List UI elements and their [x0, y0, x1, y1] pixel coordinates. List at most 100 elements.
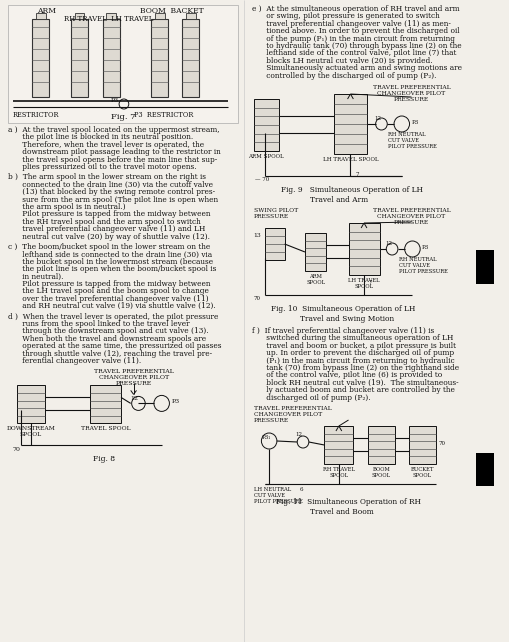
Text: tank (70) from bypass line (2) on the righthand side: tank (70) from bypass line (2) on the ri…: [251, 364, 458, 372]
Bar: [71, 19, 88, 97]
Text: b )  The arm spool in the lower stream on the right is: b ) The arm spool in the lower stream on…: [8, 173, 205, 182]
Text: Therefore, when the travel lever is operated, the: Therefore, when the travel lever is oper…: [8, 141, 204, 149]
Bar: [185, 13, 195, 19]
Text: 7: 7: [368, 280, 372, 285]
Text: Pilot pressure is tapped from the midway between: Pilot pressure is tapped from the midway…: [8, 211, 210, 218]
Text: or swing, pilot pressure is generated to switch: or swing, pilot pressure is generated to…: [251, 12, 439, 21]
Text: RH TRAVEL  LH TRAVEL: RH TRAVEL LH TRAVEL: [64, 15, 153, 23]
Text: 70: 70: [438, 441, 445, 446]
Text: the LH travel spool and the boom spool to change: the LH travel spool and the boom spool t…: [8, 288, 208, 295]
Text: c )  The boom/bucket spool in the lower stream on the: c ) The boom/bucket spool in the lower s…: [8, 243, 210, 251]
Text: travel preferential changeover valve (11) and LH: travel preferential changeover valve (11…: [8, 225, 205, 233]
Text: Fig. 7: Fig. 7: [110, 113, 135, 121]
Text: 12: 12: [130, 396, 138, 401]
Text: the RH travel spool and the arm spool to switch: the RH travel spool and the arm spool to…: [8, 218, 200, 226]
Bar: [182, 19, 199, 97]
Text: TRAVEL PREFERENTIAL
CHANGEOVER PILOT
PRESSURE: TRAVEL PREFERENTIAL CHANGEOVER PILOT PRE…: [94, 369, 173, 386]
Text: travel preferential changeover valve (11) as men-: travel preferential changeover valve (11…: [251, 20, 450, 28]
Text: TRAVEL PREFERENTIAL
CHANGEOVER PILOT
PRESSURE: TRAVEL PREFERENTIAL CHANGEOVER PILOT PRE…: [372, 208, 449, 225]
Text: 70: 70: [253, 296, 260, 301]
Text: plies pressurized oil to the travel motor opens.: plies pressurized oil to the travel moto…: [8, 163, 196, 171]
Text: tioned above. In order to prevent the discharged oil: tioned above. In order to prevent the di…: [251, 27, 459, 35]
Text: 13: 13: [253, 233, 261, 238]
Text: lefthand side is connected to the drain line (30) via: lefthand side is connected to the drain …: [8, 250, 211, 258]
Text: e )  At the simultaneous operation of RH travel and arm: e ) At the simultaneous operation of RH …: [251, 5, 459, 13]
Bar: [32, 19, 49, 97]
Text: ARM SPOOL: ARM SPOOL: [248, 154, 284, 159]
Text: operated at the same time, the pressurized oil passes: operated at the same time, the pressuriz…: [8, 342, 221, 350]
Bar: [265, 228, 284, 260]
Text: Fig. 11  Simultaneous Operation of RH: Fig. 11 Simultaneous Operation of RH: [275, 498, 420, 506]
Bar: [253, 99, 278, 151]
Text: Fig. 9   Simultaneous Operation of LH: Fig. 9 Simultaneous Operation of LH: [280, 186, 422, 194]
Text: the bucket spool in the lowermost stream (because: the bucket spool in the lowermost stream…: [8, 258, 212, 266]
Text: TRAVEL SPOOL: TRAVEL SPOOL: [80, 426, 130, 431]
Text: P3: P3: [171, 399, 179, 404]
Text: P3: P3: [421, 245, 429, 250]
Text: the pilot line is open when the boom/bucket spool is: the pilot line is open when the boom/buc…: [8, 265, 216, 273]
Text: 7: 7: [355, 172, 358, 177]
Bar: [17, 385, 44, 424]
Bar: [348, 223, 379, 275]
Bar: [36, 13, 45, 19]
Text: sure from the arm spool (The pilot line is open when: sure from the arm spool (The pilot line …: [8, 196, 217, 204]
Text: Pilot pressure is tapped from the midway between: Pilot pressure is tapped from the midway…: [8, 280, 210, 288]
Text: and RH neutral cut valve (19) via shuttle valve (12).: and RH neutral cut valve (19) via shuttl…: [8, 302, 215, 310]
Bar: [475, 250, 493, 284]
Text: RESTRICTOR: RESTRICTOR: [13, 111, 59, 119]
Text: 12: 12: [374, 116, 381, 121]
Bar: [106, 13, 116, 19]
Text: ly actuated boom and bucket are controlled by the: ly actuated boom and bucket are controll…: [251, 386, 454, 394]
Bar: [74, 13, 84, 19]
Text: blocks LH neutral cut valve (20) is provided.: blocks LH neutral cut valve (20) is prov…: [251, 56, 432, 65]
Text: Travel and Boom: Travel and Boom: [309, 508, 373, 516]
Text: Fig. 10  Simultaneous Operation of LH: Fig. 10 Simultaneous Operation of LH: [271, 305, 415, 313]
Text: BUCKET
SPOOL: BUCKET SPOOL: [410, 467, 433, 478]
Text: runs from the spool linked to the travel lever: runs from the spool linked to the travel…: [8, 320, 189, 328]
Text: 6: 6: [299, 487, 303, 492]
Text: Fig. 8: Fig. 8: [93, 455, 116, 464]
Text: 12: 12: [385, 241, 391, 246]
Bar: [8, 5, 238, 123]
Text: travel and boom or bucket, a pilot pressure is built: travel and boom or bucket, a pilot press…: [251, 342, 455, 350]
Text: of the control valve, pilot line (6) is provided to: of the control valve, pilot line (6) is …: [251, 372, 441, 379]
Bar: [155, 13, 164, 19]
Bar: [408, 426, 435, 464]
Text: over the travel preferential changeover valve (11): over the travel preferential changeover …: [8, 295, 208, 303]
Text: a )  At the travel spool located on the uppermost stream,: a ) At the travel spool located on the u…: [8, 126, 219, 134]
Bar: [324, 426, 353, 464]
Bar: [90, 385, 121, 424]
Text: of the pump (P₁) in the main circuit from returning: of the pump (P₁) in the main circuit fro…: [251, 35, 454, 42]
Text: connected to the drain line (30) via the cutoff valve: connected to the drain line (30) via the…: [8, 181, 212, 189]
Text: switched during the simultaneous operation of LH: switched during the simultaneous operati…: [251, 334, 452, 342]
Text: the travel spool opens before the main line that sup-: the travel spool opens before the main l…: [8, 155, 216, 164]
Text: to hydraulic tank (70) through bypass line (2) on the: to hydraulic tank (70) through bypass li…: [251, 42, 461, 50]
Text: (P₁) in the main circuit from returning to hydraulic: (P₁) in the main circuit from returning …: [251, 356, 454, 365]
Text: RH TRAVEL
SPOOL: RH TRAVEL SPOOL: [322, 467, 354, 478]
Text: Travel and Swing Motion: Travel and Swing Motion: [299, 315, 393, 323]
Text: downstream pilot passage leading to the restrictor in: downstream pilot passage leading to the …: [8, 148, 220, 156]
Text: P3  RESTRICTOR: P3 RESTRICTOR: [133, 111, 192, 119]
Text: ARM
SPOOL: ARM SPOOL: [305, 274, 325, 285]
Text: — 70: — 70: [254, 177, 268, 182]
Text: Travel and Arm: Travel and Arm: [309, 196, 367, 204]
Text: in neutral).: in neutral).: [8, 273, 63, 281]
Text: (13) that blocked by the swing remote control pres-: (13) that blocked by the swing remote co…: [8, 188, 214, 196]
Text: LH NEUTRAL
CUT VALVE
PILOT PRESSURE: LH NEUTRAL CUT VALVE PILOT PRESSURE: [253, 487, 302, 503]
Text: 70: 70: [13, 447, 20, 453]
Text: 12: 12: [295, 432, 302, 437]
Bar: [475, 453, 493, 486]
Text: discharged oil of pump (P₂).: discharged oil of pump (P₂).: [251, 394, 370, 402]
Text: LH TRAVEL
SPOOL: LH TRAVEL SPOOL: [348, 278, 379, 289]
Bar: [333, 94, 366, 154]
Text: When both the travel and downstream spools are: When both the travel and downstream spoo…: [8, 334, 206, 343]
Text: TRAVEL PREFERENTIAL
CHANGEOVER PILOT
PRESSURE: TRAVEL PREFERENTIAL CHANGEOVER PILOT PRE…: [372, 85, 449, 101]
Text: BOOM
SPOOL: BOOM SPOOL: [371, 467, 390, 478]
Text: lefthand side of the control valve, pilot line (7) that: lefthand side of the control valve, pilo…: [251, 49, 455, 57]
Text: Simultaneously actuated arm and swing motions are: Simultaneously actuated arm and swing mo…: [251, 64, 461, 72]
Text: RH NEUTRAL
CUT VALVE
PILOT PRESSURE: RH NEUTRAL CUT VALVE PILOT PRESSURE: [398, 257, 447, 273]
Text: TRAVEL PREFERENTIAL
CHANGEOVER PILOT
PRESSURE: TRAVEL PREFERENTIAL CHANGEOVER PILOT PRE…: [253, 406, 331, 422]
Text: neutral cut valve (20) by way of shuttle valve (12).: neutral cut valve (20) by way of shuttle…: [8, 232, 209, 241]
Text: the pilot line is blocked in its neutral position.: the pilot line is blocked in its neutral…: [8, 134, 192, 141]
Text: ferential changeover valve (11).: ferential changeover valve (11).: [8, 357, 140, 365]
